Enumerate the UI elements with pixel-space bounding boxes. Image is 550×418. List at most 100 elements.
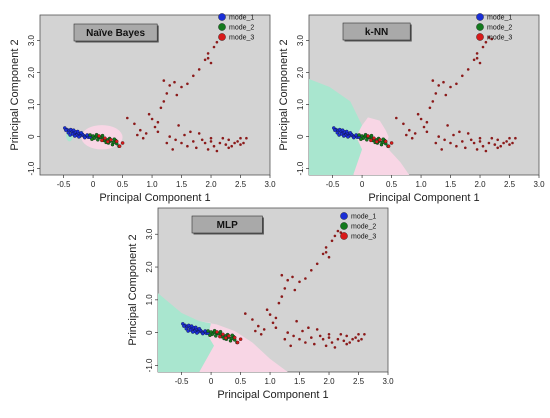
- point-other: [487, 141, 491, 145]
- point-other: [461, 74, 464, 78]
- x-axis-label: Principal Component 1: [99, 192, 210, 204]
- point-other: [345, 342, 349, 346]
- point-other: [466, 68, 470, 71]
- point-other: [153, 125, 157, 129]
- point-other: [490, 37, 494, 41]
- x-tick-label: 2.0: [205, 180, 217, 189]
- point-other: [162, 79, 166, 82]
- point-other: [333, 346, 337, 349]
- legend-marker-mode_2: [340, 222, 348, 230]
- point-other: [200, 138, 204, 142]
- data-points: [181, 229, 366, 349]
- point-mode_1: [191, 330, 195, 334]
- point-other: [437, 135, 441, 138]
- point-mode_1: [195, 331, 199, 335]
- legend-marker-mode_3: [476, 33, 484, 41]
- point-other: [508, 143, 511, 146]
- point-other: [443, 138, 446, 142]
- point-other: [336, 337, 340, 341]
- point-mode_2: [365, 138, 369, 142]
- point-other: [336, 229, 340, 233]
- point-other: [310, 269, 313, 272]
- point-other: [186, 82, 189, 86]
- legend-label-mode_1: mode_1: [487, 15, 512, 22]
- point-other: [431, 79, 435, 82]
- legend-label-mode_1: mode_1: [351, 214, 376, 221]
- point-other: [508, 136, 511, 140]
- legend-marker-mode_1: [476, 13, 484, 21]
- point-mode_1: [354, 133, 358, 137]
- point-other: [156, 120, 160, 124]
- x-tick-label: 1.0: [146, 180, 158, 189]
- point-other: [133, 122, 136, 126]
- point-other: [209, 140, 213, 143]
- y-tick-label: -1.0: [296, 161, 305, 175]
- point-other: [177, 124, 180, 127]
- legend-marker-mode_2: [476, 23, 484, 31]
- point-other: [283, 287, 287, 290]
- title-box: [73, 23, 158, 42]
- point-other: [244, 312, 247, 315]
- x-tick-label: -0.5: [57, 180, 71, 189]
- point-other: [434, 92, 438, 95]
- point-mode_1: [189, 324, 194, 328]
- point-other: [481, 144, 485, 148]
- x-tick-label: 1.5: [294, 377, 306, 386]
- point-other: [218, 141, 222, 145]
- y-tick-label: 0: [296, 134, 305, 139]
- point-other: [496, 138, 500, 142]
- point-other: [321, 252, 325, 256]
- point-mode_3: [378, 138, 382, 142]
- x-tick-label: 2.5: [235, 180, 247, 189]
- point-mode_2: [208, 333, 212, 338]
- point-other: [478, 61, 482, 65]
- y-tick-label: -1.0: [145, 358, 154, 372]
- point-other: [360, 337, 363, 341]
- legend-marker-mode_3: [218, 33, 226, 41]
- point-mode_2: [228, 339, 233, 343]
- point-other: [354, 336, 357, 339]
- point-mode_3: [109, 138, 113, 142]
- point-mode_3: [218, 334, 222, 339]
- point-mode_1: [340, 128, 345, 132]
- point-other: [461, 140, 464, 143]
- point-other: [357, 339, 360, 343]
- point-other: [203, 58, 207, 62]
- point-mode_1: [68, 133, 72, 137]
- point-mode_1: [75, 129, 80, 134]
- point-other: [333, 234, 337, 238]
- point-other: [286, 331, 290, 334]
- x-tick-label: 1.0: [264, 377, 276, 386]
- x-tick-label: 2.0: [323, 377, 335, 386]
- point-other: [493, 143, 497, 146]
- point-mode_2: [369, 133, 374, 138]
- point-mode_1: [77, 135, 81, 139]
- point-other: [481, 45, 485, 49]
- point-other: [395, 116, 398, 120]
- point-other: [324, 344, 328, 348]
- point-mode_1: [79, 131, 84, 135]
- point-mode_3: [375, 139, 379, 144]
- point-mode_3: [114, 139, 119, 144]
- point-other: [502, 141, 505, 145]
- point-other: [475, 52, 479, 55]
- point-other: [425, 130, 429, 134]
- y-axis-label: Principal Component 2: [278, 39, 290, 150]
- point-other: [139, 128, 142, 132]
- point-other: [298, 337, 301, 341]
- point-other: [499, 144, 503, 148]
- point-other: [259, 333, 263, 336]
- point-other: [324, 246, 328, 249]
- point-other: [330, 239, 334, 243]
- point-mode_1: [346, 135, 350, 139]
- point-other: [192, 140, 195, 143]
- point-other: [239, 136, 242, 140]
- point-mode_1: [201, 331, 205, 336]
- point-other: [313, 342, 316, 346]
- point-other: [455, 82, 458, 86]
- x-tick-label: 0.5: [117, 180, 129, 189]
- point-other: [478, 140, 482, 143]
- point-other: [215, 40, 219, 44]
- point-other: [192, 74, 195, 78]
- x-tick-label: -0.5: [175, 377, 189, 386]
